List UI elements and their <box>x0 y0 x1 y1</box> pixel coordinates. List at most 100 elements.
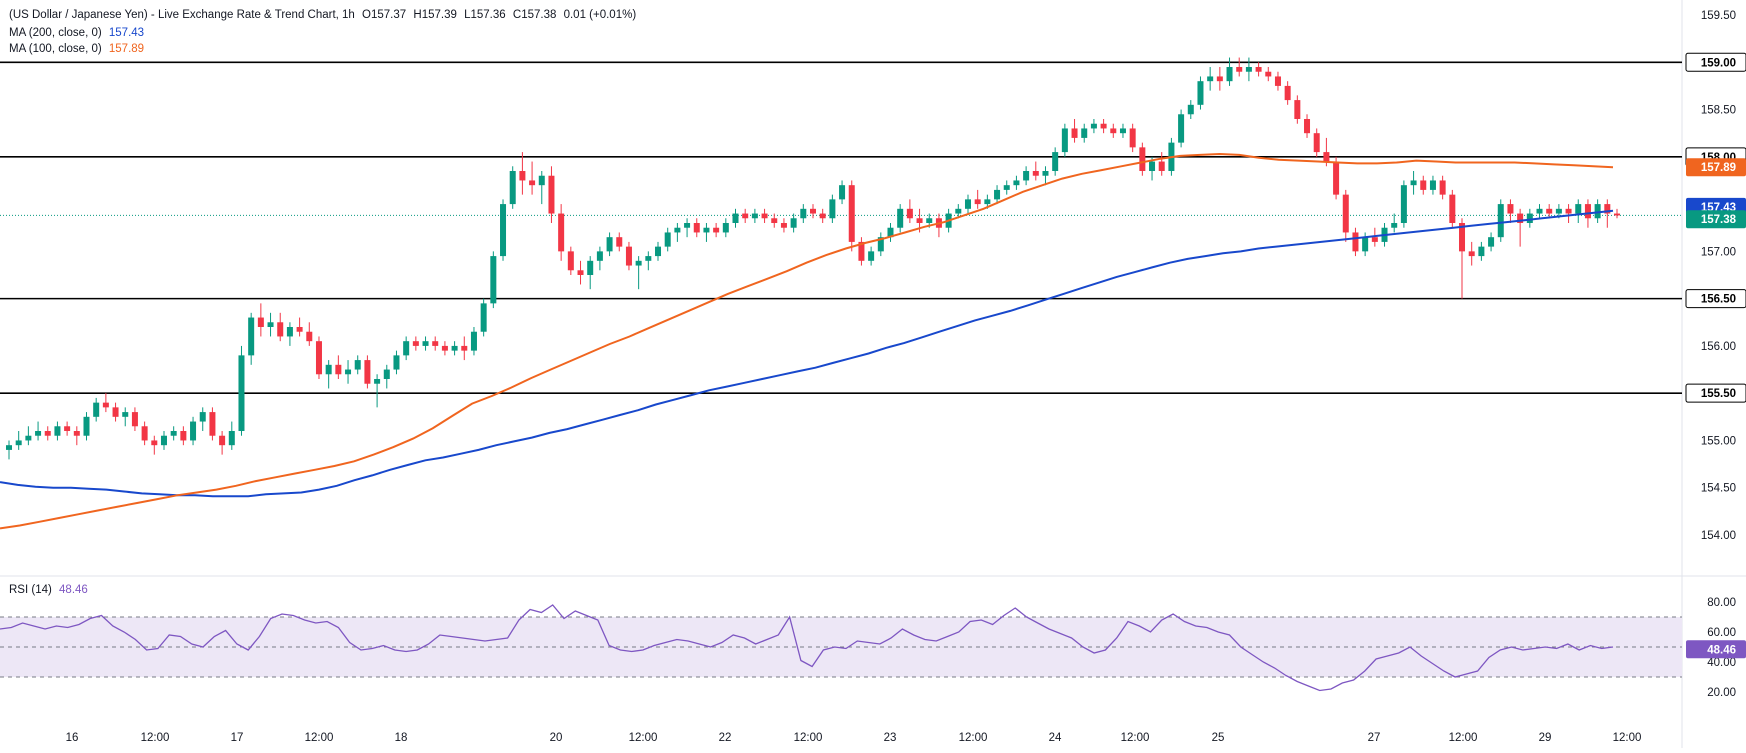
chart-title: (US Dollar / Japanese Yen) - Live Exchan… <box>9 9 355 21</box>
candle-body <box>839 185 846 200</box>
candle-body <box>606 237 613 252</box>
candle-body <box>461 345 468 351</box>
rsi-tick-label: 80.00 <box>1707 597 1736 609</box>
rsi-tick-label: 60.00 <box>1707 627 1736 639</box>
candle-body <box>926 218 933 223</box>
rsi-value: 48.46 <box>59 584 88 596</box>
candle-body <box>635 260 642 266</box>
candle-body <box>964 199 971 209</box>
candle-body <box>1488 237 1495 247</box>
key-level-label: 159.00 <box>1701 57 1736 69</box>
candle-body <box>732 213 739 223</box>
candle-body <box>1507 204 1514 214</box>
candle-body <box>1439 180 1446 195</box>
candle-body <box>432 341 439 346</box>
candle-body <box>800 208 807 219</box>
time-tick-label: 12:00 <box>794 732 823 744</box>
candle-body <box>858 241 865 261</box>
candle-body <box>1294 100 1301 119</box>
candle-body <box>93 402 100 417</box>
candle-body <box>538 175 545 186</box>
candle-body <box>374 379 381 384</box>
time-tick-label: 12:00 <box>141 732 170 744</box>
candle-body <box>1575 204 1582 214</box>
candle-body <box>1284 85 1291 101</box>
candle-body <box>44 431 51 436</box>
candle-body <box>1013 180 1020 186</box>
candle-body <box>238 355 245 431</box>
key-level-label: 155.50 <box>1701 388 1736 400</box>
candle-body <box>1323 152 1330 162</box>
candle-body <box>664 232 671 247</box>
candle-body <box>490 256 497 304</box>
rsi-value-tag-bg <box>1686 640 1746 659</box>
candle-body <box>819 213 826 219</box>
candle-body <box>1371 237 1378 242</box>
candle-body <box>1158 161 1165 171</box>
candle-body <box>122 412 129 417</box>
time-tick-label: 20 <box>550 732 563 744</box>
price-tick-label: 154.00 <box>1701 530 1736 542</box>
candle-body <box>868 251 875 261</box>
candle-body <box>1429 180 1436 190</box>
candle-body <box>403 341 410 356</box>
low-label: L <box>464 9 471 21</box>
candle-body <box>141 426 148 441</box>
chart-title-legend: (US Dollar / Japanese Yen) - Live Exchan… <box>9 9 636 21</box>
candle-body <box>587 260 594 275</box>
ma200-label: MA (200, close, 0) <box>9 27 102 39</box>
key-level-tag <box>1685 289 1746 309</box>
time-tick-label: 17 <box>231 732 244 744</box>
time-tick-label: 12:00 <box>305 732 334 744</box>
candle-body <box>567 251 574 271</box>
last-price-tag: 157.38 <box>1701 214 1737 226</box>
time-tick-label: 24 <box>1049 732 1062 744</box>
candle-body <box>219 435 226 446</box>
candle-body <box>848 185 855 242</box>
candle-body <box>277 322 284 337</box>
close-value: 157.38 <box>521 9 557 21</box>
candle-body <box>112 407 119 417</box>
candle-body <box>829 199 836 219</box>
candle-body <box>354 360 361 370</box>
candle-body <box>1032 171 1039 176</box>
candle-body <box>412 341 419 346</box>
candle-body <box>1042 171 1049 176</box>
candle-body <box>190 421 197 441</box>
candle-body <box>1333 161 1340 195</box>
candle-body <box>558 213 565 252</box>
candle-body <box>228 431 235 446</box>
time-tick-label: 27 <box>1368 732 1381 744</box>
close-label: C <box>512 9 522 21</box>
time-tick-label: 29 <box>1539 732 1552 744</box>
candle-body <box>1061 128 1068 153</box>
candle-body <box>248 317 255 356</box>
price-tick-label: 154.50 <box>1701 483 1736 495</box>
price-tick-label: 155.00 <box>1701 435 1736 447</box>
candle-body <box>674 227 681 233</box>
candle-body <box>548 175 555 214</box>
candle-body <box>315 341 322 375</box>
time-tick-label: 22 <box>719 732 732 744</box>
candle-body <box>596 251 603 261</box>
candle-body <box>955 208 962 214</box>
candle-body <box>131 412 138 427</box>
candle-body <box>751 213 758 219</box>
time-tick-label: 16 <box>66 732 79 744</box>
candle-body <box>296 327 303 332</box>
candle-body <box>897 208 904 228</box>
candle-body <box>1071 128 1078 138</box>
price-tick-label: 158.50 <box>1701 105 1736 117</box>
candle-body <box>722 223 729 233</box>
ma100-price-tag-bg <box>1686 158 1746 177</box>
candle-body <box>1197 81 1204 105</box>
candle-body <box>267 322 274 327</box>
time-tick-label: 12:00 <box>1449 732 1478 744</box>
candle-body <box>713 227 720 233</box>
time-axis: 16 12:00 17 12:00 18 20 12:00 22 12:00 23 12:00 24 1… <box>66 732 1642 744</box>
candle-body <box>54 426 61 436</box>
candle-body <box>1555 208 1562 214</box>
candle-body <box>916 218 923 223</box>
ma100-price-tag: 157.89 <box>1701 162 1736 174</box>
candle-body <box>1517 213 1524 223</box>
